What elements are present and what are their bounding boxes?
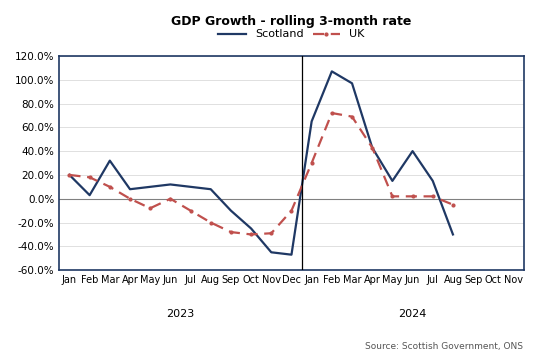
Legend: Scotland, UK: Scotland, UK xyxy=(214,25,369,44)
Scotland xyxy=(268,250,274,255)
UK xyxy=(450,203,456,207)
Scotland xyxy=(349,81,355,86)
Scotland xyxy=(208,187,214,191)
Scotland xyxy=(389,179,396,183)
Scotland xyxy=(430,179,436,183)
UK xyxy=(208,220,214,225)
Scotland xyxy=(409,149,416,153)
Scotland xyxy=(288,252,295,257)
UK xyxy=(227,230,234,234)
UK xyxy=(308,161,315,165)
Scotland xyxy=(248,226,254,231)
UK xyxy=(127,197,133,201)
Scotland xyxy=(188,185,194,189)
UK xyxy=(430,194,436,198)
UK xyxy=(349,114,355,119)
UK xyxy=(86,175,93,179)
UK xyxy=(167,197,174,201)
UK xyxy=(288,208,295,213)
Scotland xyxy=(66,173,73,177)
Scotland xyxy=(147,185,154,189)
Scotland xyxy=(227,208,234,213)
UK xyxy=(147,206,154,211)
Text: 2023: 2023 xyxy=(167,309,195,319)
UK xyxy=(409,194,416,198)
UK xyxy=(188,208,194,213)
Scotland xyxy=(86,193,93,197)
UK xyxy=(268,231,274,235)
Scotland xyxy=(369,146,376,150)
Text: Source: Scottish Government, ONS: Source: Scottish Government, ONS xyxy=(365,343,523,351)
Scotland xyxy=(450,232,456,236)
UK xyxy=(329,111,335,115)
Scotland xyxy=(329,69,335,73)
UK xyxy=(66,173,73,177)
Scotland xyxy=(127,187,133,191)
Line: UK: UK xyxy=(67,110,455,237)
UK xyxy=(389,194,396,198)
Text: 2024: 2024 xyxy=(398,309,427,319)
Scotland xyxy=(308,119,315,124)
Line: Scotland: Scotland xyxy=(70,71,453,255)
UK xyxy=(107,185,113,189)
UK xyxy=(369,146,376,150)
Title: GDP Growth - rolling 3-month rate: GDP Growth - rolling 3-month rate xyxy=(171,15,412,28)
UK xyxy=(248,232,254,236)
Scotland xyxy=(167,182,174,187)
Scotland xyxy=(107,159,113,163)
